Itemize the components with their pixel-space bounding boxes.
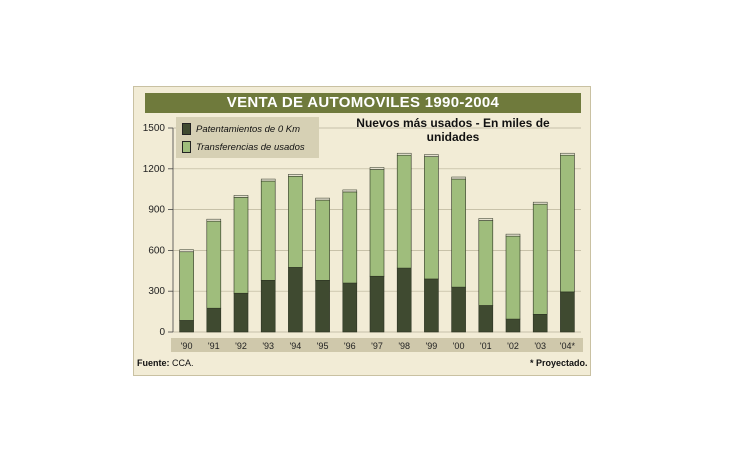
bar-top-cap xyxy=(260,178,276,182)
bar-new-cars xyxy=(532,314,548,333)
bar-new-cars xyxy=(315,280,330,333)
bar-top-cap xyxy=(424,154,439,157)
legend-item-used: Transferencias de usados xyxy=(182,140,305,154)
bar-new-cars xyxy=(206,307,222,333)
bar-top-cap xyxy=(532,201,548,205)
bar-top-cap xyxy=(206,218,222,222)
bar-used-cars xyxy=(233,197,249,294)
x-tick-label: '01 xyxy=(480,341,492,351)
bar-new-cars xyxy=(233,292,249,333)
source-note: Fuente: CCA. xyxy=(137,358,194,368)
x-tick-label: '95 xyxy=(317,341,329,351)
bar-used-cars xyxy=(342,191,358,284)
legend: Patentamientos de 0 Km Transferencias de… xyxy=(176,117,319,158)
bar-top-cap xyxy=(396,152,412,156)
bar-new-cars xyxy=(451,286,466,333)
y-tick-label: 0 xyxy=(159,327,165,338)
source-value: CCA. xyxy=(172,358,194,368)
bar-new-cars xyxy=(424,278,439,333)
y-tick-label: 1500 xyxy=(143,123,166,134)
chart-subtitle: Nuevos más usados - En miles de unidades xyxy=(356,116,550,144)
bar-new-cars xyxy=(288,267,303,333)
x-tick-label: '04* xyxy=(560,341,576,351)
x-tick-label: '98 xyxy=(398,341,410,351)
bar-used-cars xyxy=(369,169,385,277)
x-tick-label: '03 xyxy=(534,341,546,351)
bar-new-cars xyxy=(369,275,385,333)
bar-top-cap xyxy=(179,249,194,253)
bar-used-cars xyxy=(560,154,575,293)
legend-item-new: Patentamientos de 0 Km xyxy=(182,122,300,136)
y-tick-label: 600 xyxy=(148,245,165,256)
bar-used-cars xyxy=(451,178,466,288)
bar-top-cap xyxy=(505,233,521,237)
bar-new-cars xyxy=(505,318,521,333)
bar-chart: 0 300 600 900 1200 1500 '90 '91 '92 '93 '94 '95 '96 '… xyxy=(143,123,583,352)
bar-top-cap xyxy=(315,197,330,201)
legend-swatch-used xyxy=(182,141,191,153)
bar-top-cap xyxy=(233,195,249,198)
projected-note: * Proyectado. xyxy=(530,358,588,368)
x-tick-label: '02 xyxy=(507,341,519,351)
bar-top-cap xyxy=(342,189,358,193)
bar-top-cap xyxy=(478,218,494,221)
bar-used-cars xyxy=(179,251,194,321)
bar-top-cap xyxy=(369,167,385,170)
bar-used-cars xyxy=(288,175,303,268)
bar-used-cars xyxy=(505,235,521,320)
legend-label-new: Patentamientos de 0 Km xyxy=(196,123,301,135)
bar-top-cap xyxy=(560,152,575,156)
source-label: Fuente: xyxy=(137,358,170,368)
bar-used-cars xyxy=(260,180,276,281)
y-tick-label: 1200 xyxy=(143,164,166,175)
x-tick-label: '96 xyxy=(344,341,356,351)
bar-top-cap xyxy=(288,174,303,177)
x-category-strip xyxy=(171,338,583,352)
legend-swatch-new xyxy=(182,123,191,135)
x-tick-label: '99 xyxy=(426,341,438,351)
bar-top-cap xyxy=(451,176,466,180)
legend-label-used: Transferencias de usados xyxy=(196,141,305,153)
x-tick-label: '94 xyxy=(290,341,302,351)
bar-used-cars xyxy=(478,220,494,306)
bar-new-cars xyxy=(342,282,358,333)
bar-new-cars xyxy=(478,305,494,333)
y-tick-label: 900 xyxy=(148,205,165,216)
x-tick-label: '91 xyxy=(208,341,220,351)
x-tick-label: '90 xyxy=(181,341,193,351)
bar-used-cars xyxy=(396,154,412,269)
bar-new-cars xyxy=(396,267,412,333)
bar-new-cars xyxy=(560,291,575,333)
bar-used-cars xyxy=(532,203,548,315)
bar-new-cars xyxy=(179,320,194,333)
x-tick-label: '93 xyxy=(262,341,274,351)
chart-title: VENTA DE AUTOMOVILES 1990-2004 xyxy=(145,93,581,113)
y-tick-label: 300 xyxy=(148,286,165,297)
bar-used-cars xyxy=(206,220,222,309)
x-tick-label: '97 xyxy=(371,341,383,351)
x-tick-label: '92 xyxy=(235,341,247,351)
bar-new-cars xyxy=(260,280,276,333)
x-tick-label: '00 xyxy=(453,341,465,351)
bar-used-cars xyxy=(315,199,330,281)
bar-used-cars xyxy=(424,156,439,280)
